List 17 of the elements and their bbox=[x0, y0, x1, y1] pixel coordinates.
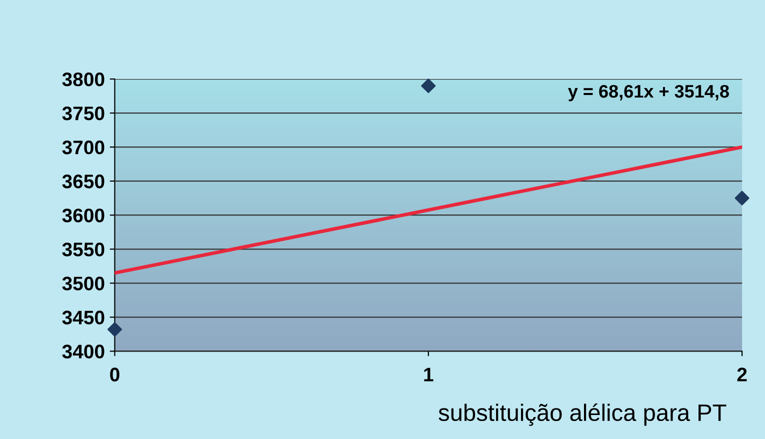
x-tick-label: 0 bbox=[110, 368, 120, 382]
y-tick-label: 3500 bbox=[62, 276, 104, 290]
point bbox=[107, 322, 122, 337]
x-tick-label: 2 bbox=[737, 368, 747, 382]
y-tick-label: 3700 bbox=[62, 140, 104, 154]
text: substituição alélica para PT bbox=[438, 403, 726, 426]
y-tick-label: 3800 bbox=[62, 72, 104, 86]
y-tick-label: 3600 bbox=[62, 208, 104, 222]
annotation: y = 68,61x + 3514,8 bbox=[568, 84, 729, 102]
y-tick-label: 3550 bbox=[62, 242, 104, 256]
y-tick-label: 3450 bbox=[62, 310, 104, 324]
x-tick-label: 1 bbox=[424, 368, 434, 382]
point bbox=[421, 78, 436, 94]
point bbox=[734, 190, 750, 206]
y-tick-label: 3750 bbox=[62, 106, 104, 120]
y-tick-label: 3650 bbox=[62, 174, 104, 188]
y-tick-label: 3400 bbox=[62, 344, 104, 358]
